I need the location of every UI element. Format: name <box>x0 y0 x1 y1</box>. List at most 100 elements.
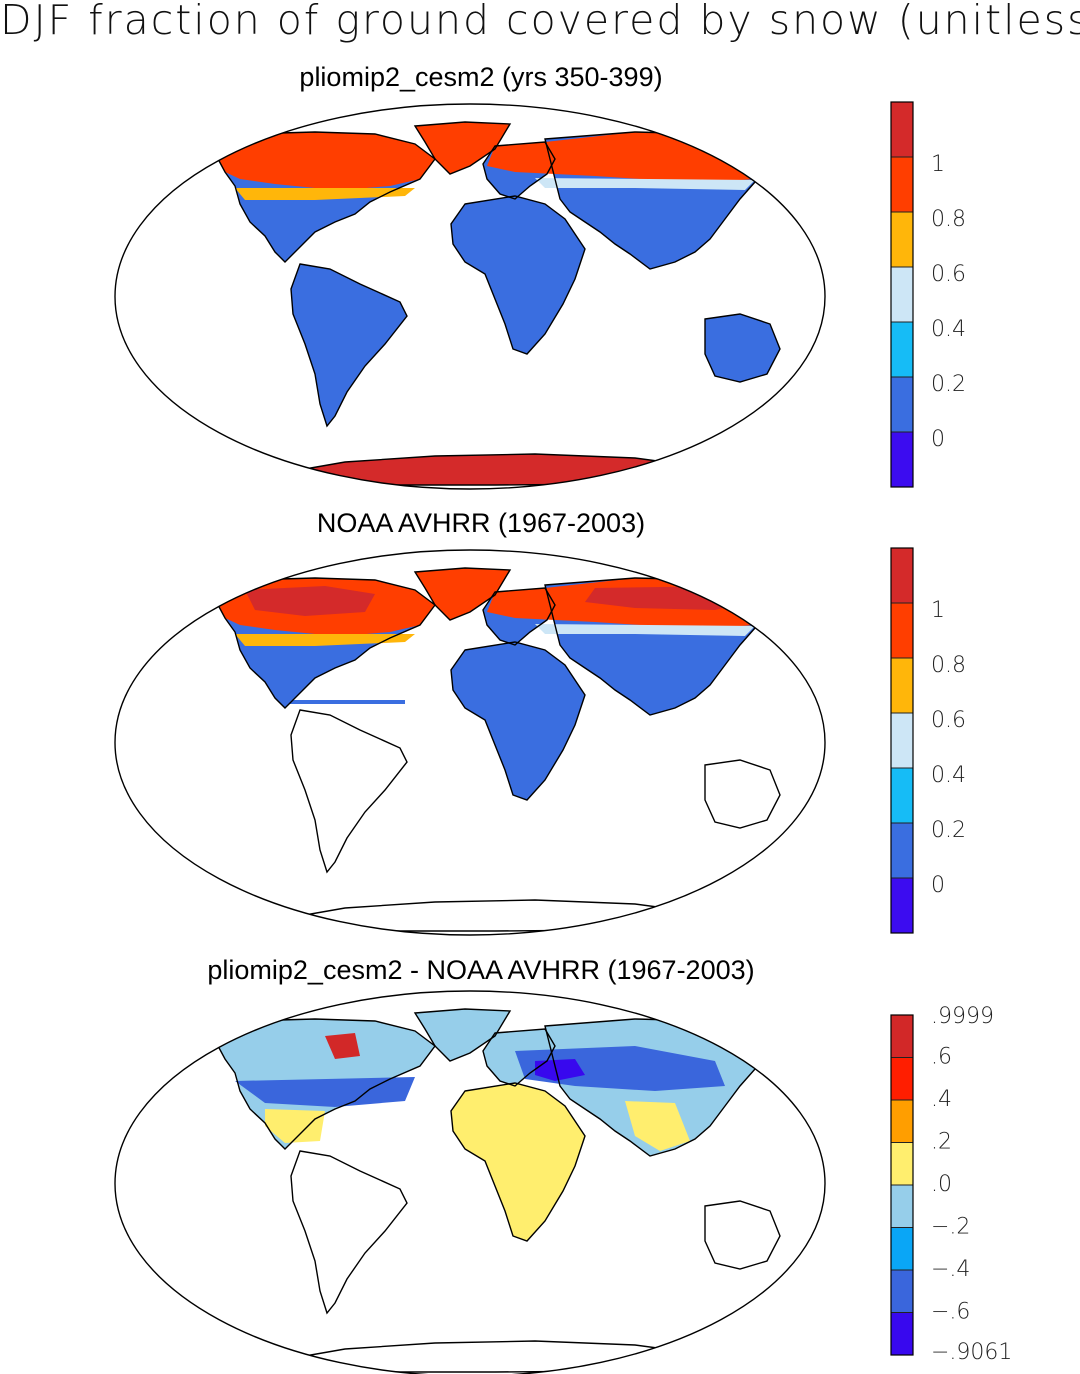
colorbar-tick-label: 0.2 <box>931 818 966 843</box>
colorbar: .9999 .6 .4 .2 .0 −.2 −.4 −.6 −.9061 <box>890 1004 1012 1365</box>
snow-band-north-america <box>210 132 435 189</box>
colorbar-tick-label: −.6 <box>931 1300 970 1325</box>
globe-outline <box>114 103 826 490</box>
globe-outline <box>114 990 826 1374</box>
land-southAmerica <box>291 1151 407 1313</box>
land-fill <box>210 122 780 485</box>
land-antarctica <box>265 1341 715 1372</box>
colorbar-box <box>890 266 914 323</box>
colorbar-box <box>890 211 914 268</box>
colorbar-tick-label: −.4 <box>931 1257 970 1282</box>
land-fill <box>210 1009 780 1372</box>
colorbar-box <box>890 547 914 604</box>
land-greenland <box>415 122 510 174</box>
transition-band-na <box>235 188 415 200</box>
colorbar-box <box>890 431 914 488</box>
colorbar-box <box>890 767 914 824</box>
colorbar-tick-label: .9999 <box>931 1004 994 1029</box>
diff-band-eurasia <box>515 1046 725 1091</box>
panel-3-title: pliomip2_cesm2 - NOAA AVHRR (1967-2003) <box>207 955 755 985</box>
colorbar: 1 0.8 0.6 0.4 0.2 0 <box>890 101 966 488</box>
colorbar-frame <box>890 1014 914 1356</box>
colorbar-box <box>890 1312 914 1356</box>
colorbar-frame <box>890 547 914 934</box>
colorbar: 1 0.8 0.6 0.4 0.2 0 <box>890 547 966 934</box>
colorbar-tick-label: .0 <box>931 1172 952 1197</box>
land-southAmerica <box>291 264 407 426</box>
colorbar-tick-label: 0.4 <box>931 763 966 788</box>
figure-title: DJF fraction of ground covered by snow (… <box>0 0 1080 44</box>
land-antarctica <box>265 900 715 931</box>
transition-band-eu <box>535 178 755 190</box>
colorbar-tick-label: 0 <box>931 427 945 452</box>
coastline-northAmerica <box>208 131 436 263</box>
colorbar-box <box>890 1269 914 1313</box>
coastline-australia <box>704 759 781 829</box>
colorbar-box <box>890 1099 914 1143</box>
coastline-southAmerica <box>290 709 408 874</box>
colorbar-box <box>890 602 914 659</box>
colorbar-tick-label: .6 <box>931 1045 952 1070</box>
colorbar-box <box>890 1142 914 1186</box>
coastline-greenland <box>413 121 512 175</box>
colorbar-frame <box>890 101 914 488</box>
colorbar-box <box>890 657 914 714</box>
colorbar-tick-label: 0.6 <box>931 708 966 733</box>
diff-india <box>625 1101 690 1151</box>
land-africa <box>451 1083 585 1241</box>
coastline-greenland <box>413 567 512 621</box>
diff-band-na <box>235 1077 415 1107</box>
colorbar-tick-label: 1 <box>931 598 945 623</box>
coastline-northAmerica <box>208 1018 436 1150</box>
map-area <box>208 567 781 932</box>
map-area <box>208 1008 781 1373</box>
colorbar-box <box>890 822 914 879</box>
coastline-southAmerica <box>290 263 408 428</box>
coastline-australia <box>704 1200 781 1270</box>
colorbar-box <box>890 1057 914 1101</box>
diff-min-patch <box>535 1059 585 1081</box>
colorbar-tick-label: 0.2 <box>931 372 966 397</box>
diff-mexico <box>265 1109 325 1143</box>
coastline-africa <box>450 1082 586 1242</box>
colorbar-tick-label: .4 <box>931 1087 952 1112</box>
colorbar-box <box>890 1184 914 1228</box>
globe-outline <box>114 549 826 936</box>
coastline-europe <box>482 1028 556 1087</box>
colorbar-box <box>890 101 914 158</box>
map-area <box>208 121 781 486</box>
diff-max-patch <box>325 1033 360 1059</box>
transition-band-na <box>235 634 415 646</box>
coastline-africa <box>450 195 586 355</box>
panel-2-chart: 1 0.8 0.6 0.4 0.2 0 <box>114 547 966 936</box>
land-southAmerica <box>291 710 407 872</box>
colorbar-box <box>890 376 914 433</box>
coastline-northAmerica <box>208 577 436 709</box>
colorbar-tick-label: 0.4 <box>931 317 966 342</box>
peak-na <box>245 586 375 616</box>
colorbar-box <box>890 321 914 378</box>
coastline-southAmerica <box>290 1150 408 1315</box>
coastline-greenland <box>413 1008 512 1062</box>
coastline-australia <box>704 313 781 383</box>
data-edge <box>285 700 405 704</box>
coastline-europe <box>482 587 556 646</box>
panel-2-title: NOAA AVHRR (1967-2003) <box>316 508 646 538</box>
colorbar-box <box>890 1014 914 1058</box>
colorbar-box <box>890 1227 914 1271</box>
land-antarctica <box>265 454 715 485</box>
colorbar-box <box>890 712 914 769</box>
colorbar-tick-label: 0.8 <box>931 653 966 678</box>
coastline-antarctica <box>262 899 718 932</box>
colorbar-box <box>890 156 914 213</box>
colorbar-tick-label: −.2 <box>931 1215 970 1240</box>
transition-band-eu <box>535 624 755 636</box>
colorbar-tick-label: .2 <box>931 1130 952 1155</box>
panel-3-chart: .9999 .6 .4 .2 .0 −.2 −.4 −.6 −.9061 <box>114 990 1012 1374</box>
land-africa <box>451 196 585 354</box>
coastline-europe <box>482 141 556 200</box>
land-australia <box>705 314 780 382</box>
colorbar-tick-label: 0.8 <box>931 207 966 232</box>
land-africa <box>451 642 585 800</box>
colorbar-tick-label: 1 <box>931 152 945 177</box>
